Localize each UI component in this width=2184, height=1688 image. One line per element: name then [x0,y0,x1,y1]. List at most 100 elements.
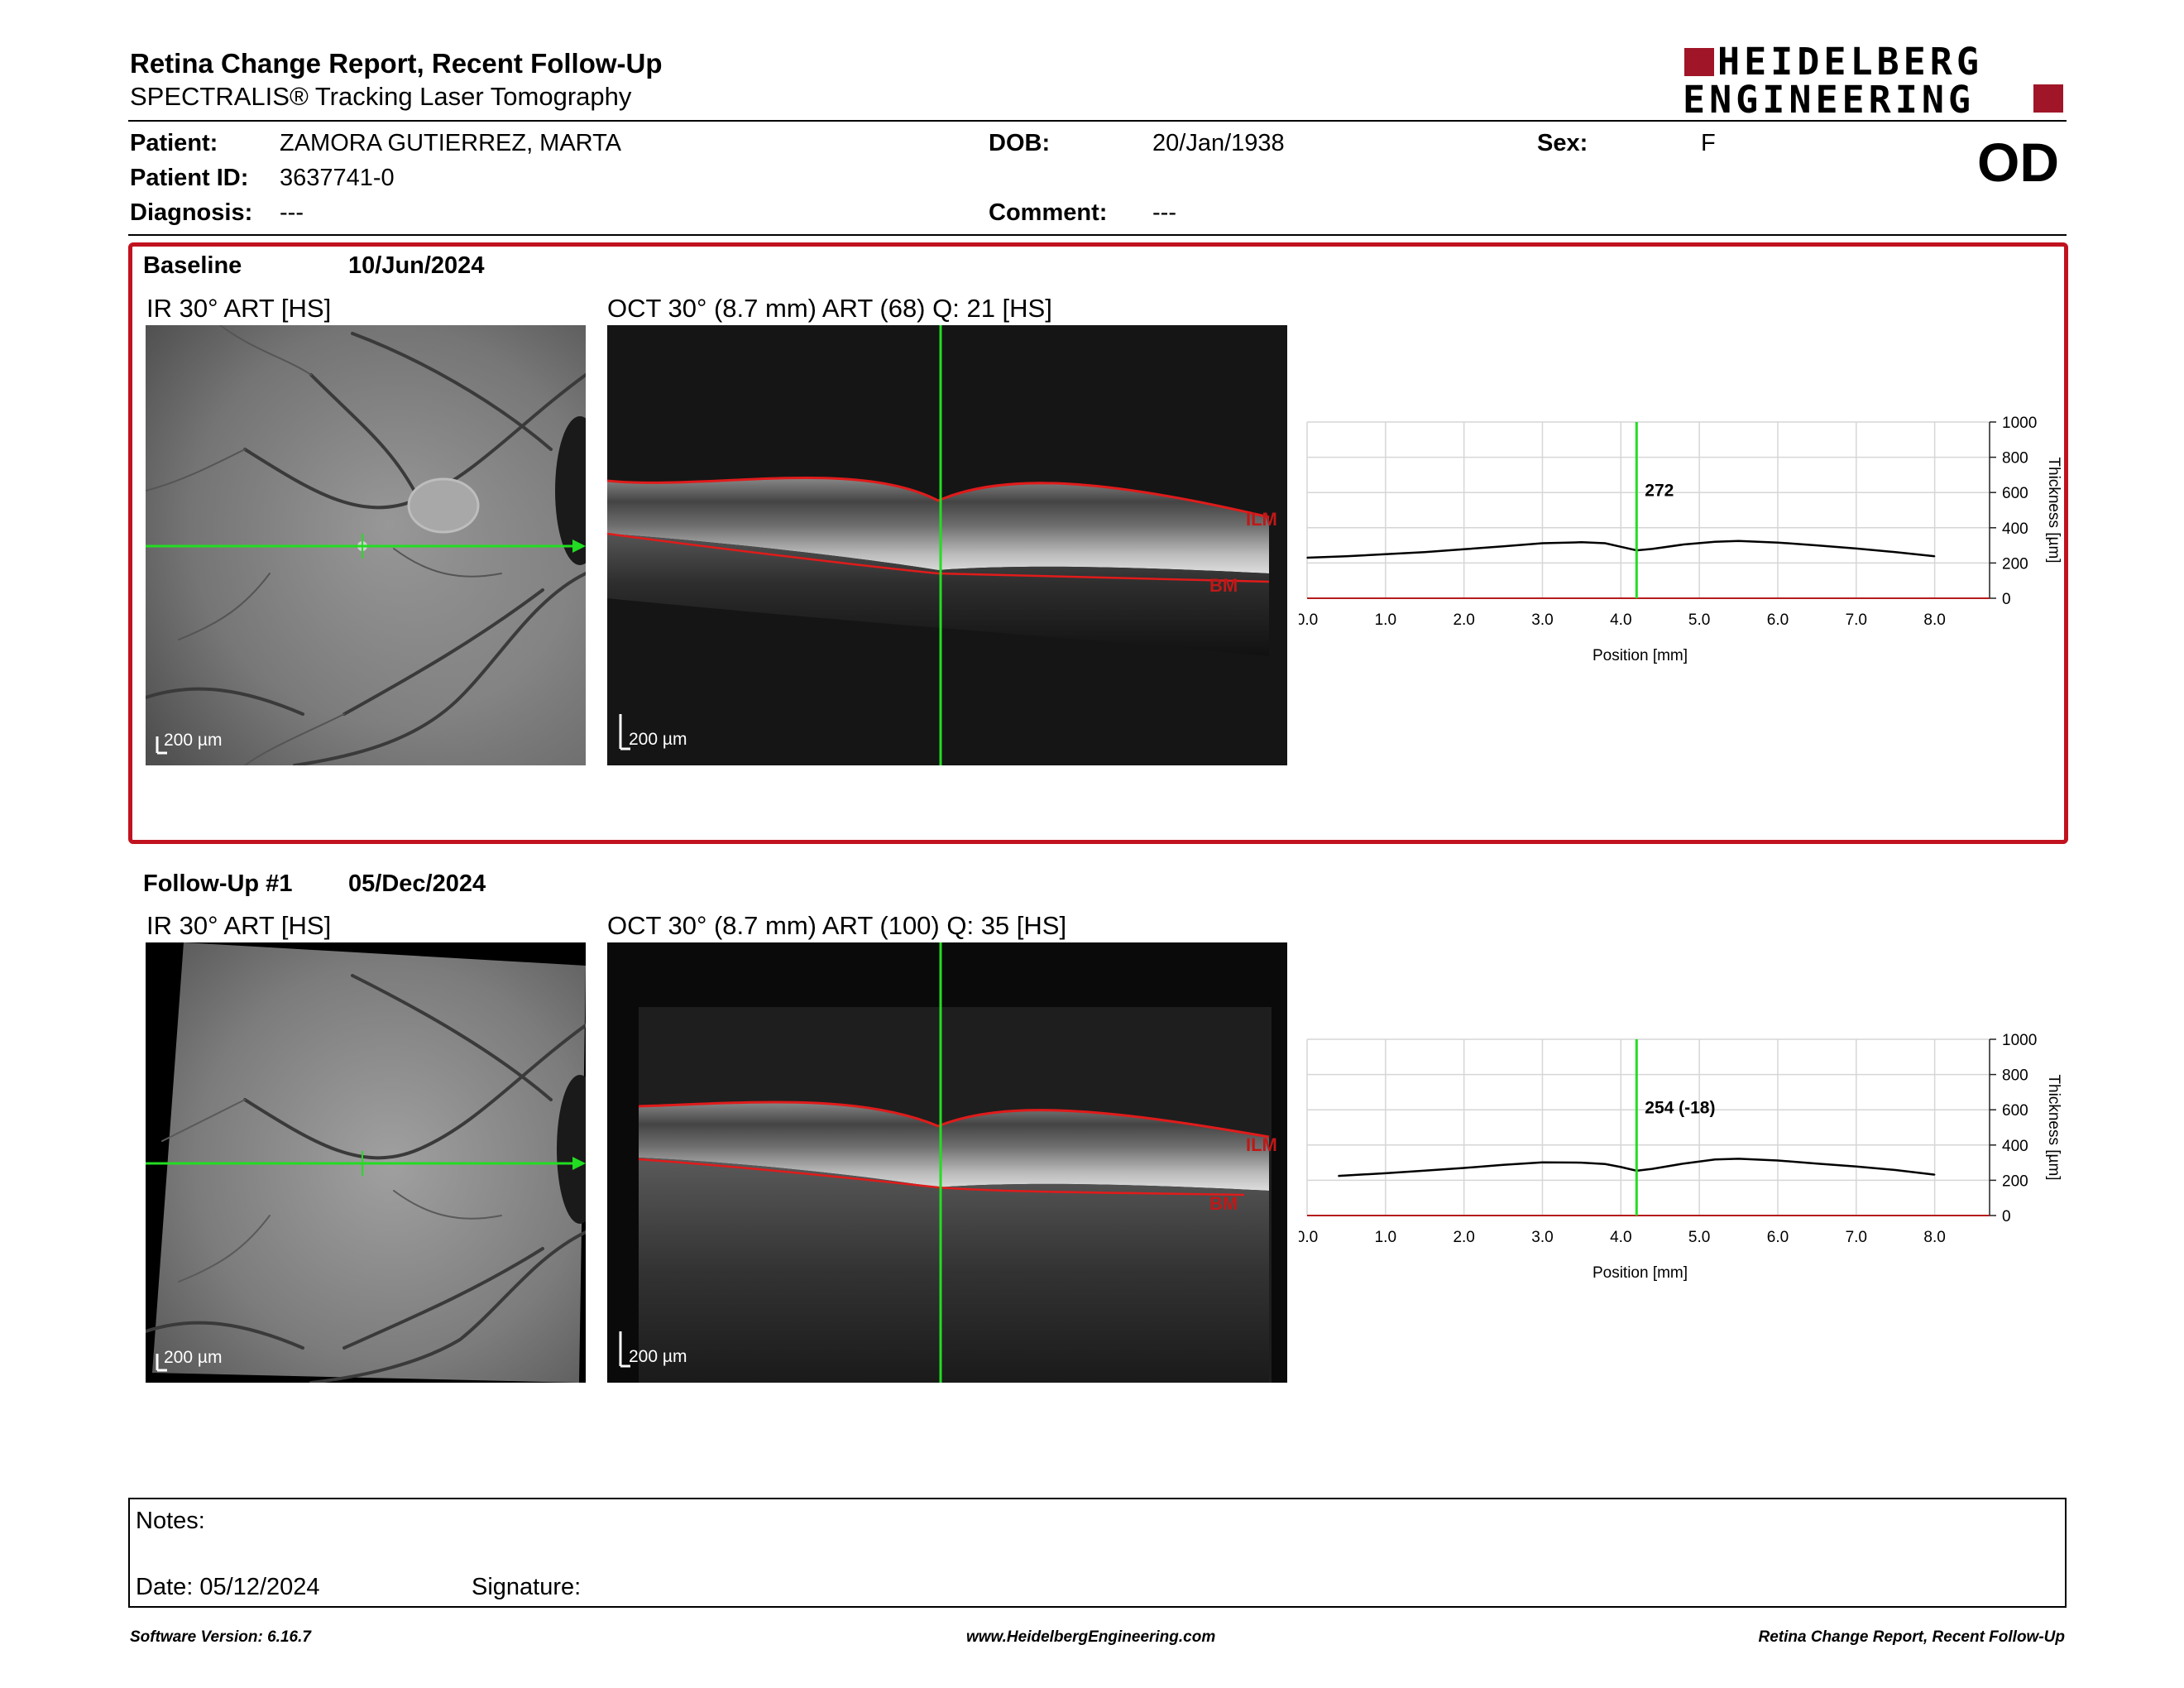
followup-oct-caption: OCT 30° (8.7 mm) ART (100) Q: 35 [HS] [607,911,1067,940]
diagnosis-value: --- [280,199,304,226]
footer-software-version: Software Version: 6.16.7 [130,1628,311,1646]
followup-oct-bscan-svg [607,942,1287,1383]
followup-ilm-label: ILM [1246,1134,1277,1155]
x-axis-label: Position [mm] [1592,647,1688,664]
thickness-point [1737,1158,1740,1160]
followup-thickness-chart: 0.0 1.0 2.0 3.0 4.0 5.0 6.0 7.0 8.0 0 200 400 600 800… [1299,1032,2062,1282]
thickness-point [1306,557,1308,559]
thickness-point [1620,546,1622,548]
notes-box[interactable]: Notes: Date: 05/12/2024 Signature: [128,1498,2067,1608]
patient-id-label: Patient ID: [130,165,249,191]
x-tick-label: 3.0 [1531,611,1553,629]
chart-grid [1306,1038,1990,1216]
dob-label: DOB: [989,130,1051,156]
comment-label: Comment: [989,199,1108,226]
y-tick-label: 200 [2002,1172,2028,1190]
followup-oct-bscan-image[interactable]: 200 µm ILM BM [607,942,1287,1383]
thickness-point [1816,544,1818,546]
followup-oct-scale: 200 µm [629,1347,687,1366]
y-tick-label: 200 [2002,555,2028,573]
thickness-point [1424,1169,1425,1172]
thickness-point [1385,554,1387,555]
y-tick-label: 0 [2002,1208,2011,1225]
thickness-point [1777,541,1779,544]
cursor-thickness-label: 272 [1645,481,1674,500]
sex-value: F [1701,130,1716,156]
y-tick-label: 600 [2002,1102,2028,1120]
thickness-point [1933,1173,1936,1176]
thickness-point [1714,1158,1716,1161]
x-tick-label: 3.0 [1531,1229,1553,1246]
thickness-point [1581,541,1583,544]
x-tick-label: 0.0 [1299,611,1318,629]
x-tick-label: 4.0 [1610,611,1631,629]
x-tick-label: 8.0 [1923,1229,1945,1246]
diagnosis-label: Diagnosis: [130,199,253,226]
y-tick-label: 400 [2002,1138,2028,1155]
footer-website-link[interactable]: www.HeidelbergEngineering.com [966,1628,1216,1646]
thickness-series-line [1306,539,1935,559]
followup-ir-fundus-svg [146,942,586,1383]
cursor-thickness-label: 254 (-18) [1645,1098,1715,1117]
followup-ir-caption: IR 30° ART [HS] [146,911,332,940]
x-tick-label: 4.0 [1610,1229,1631,1246]
footer-report-name: Retina Change Report, Recent Follow-Up [1758,1628,2065,1646]
report-title: Retina Change Report, Recent Follow-Up [130,48,663,79]
baseline-name: Baseline [143,252,242,279]
thickness-point [1737,540,1740,542]
logo-text-top: HEIDELBERG [1717,40,1983,84]
thickness-point [1683,544,1684,545]
baseline-highlight-frame [128,242,2068,844]
y-axis-label: Thickness [µm] [2045,457,2062,563]
thickness-point [1894,1169,1896,1171]
y-tick-label: 800 [2002,450,2028,468]
patient-name-value: ZAMORA GUTIERREZ, MARTA [280,130,622,156]
x-tick-label: 2.0 [1453,611,1474,629]
thickness-point [1816,1163,1818,1164]
baseline-oct-scale: 200 µm [629,730,687,749]
x-tick-label: 1.0 [1375,611,1396,629]
header-rule [128,120,2067,122]
y-tick-label: 600 [2002,485,2028,502]
baseline-ir-fundus-svg [146,325,586,765]
thickness-point [1424,551,1425,553]
thickness-point [1777,1159,1779,1162]
x-tick-label: 5.0 [1688,611,1710,629]
baseline-oct-bscan-svg [607,325,1287,765]
thickness-point [1651,1168,1653,1170]
date-label: Date: 05/12/2024 [136,1574,320,1600]
baseline-ir-fundus-image[interactable]: 200 µm [146,325,586,765]
thickness-point [1541,1161,1544,1163]
y-tick-label: 800 [2002,1067,2028,1085]
followup-date: 05/Dec/2024 [348,870,486,897]
y-axis-label: Thickness [µm] [2045,1074,2062,1180]
baseline-oct-caption: OCT 30° (8.7 mm) ART (68) Q: 21 [HS] [607,294,1052,323]
x-tick-label: 8.0 [1923,611,1945,629]
sex-label: Sex: [1537,130,1588,156]
baseline-bm-label: BM [1209,575,1238,596]
thickness-point [1856,1166,1857,1168]
signature-label: Signature: [472,1574,582,1600]
patient-rule [128,234,2067,236]
thickness-point [1502,1163,1504,1166]
x-tick-label: 6.0 [1767,1229,1789,1246]
x-tick-label: 6.0 [1767,611,1789,629]
followup-ir-fundus-image[interactable]: 200 µm [146,942,586,1383]
x-tick-label: 7.0 [1846,1229,1867,1246]
thickness-point [1604,542,1607,544]
comment-value: --- [1152,199,1176,226]
thickness-point [1502,545,1504,547]
x-tick-label: 1.0 [1375,1229,1396,1246]
eye-indicator: OD [1977,132,2059,193]
thickness-point [1620,1166,1622,1168]
logo-square-top [1684,48,1714,76]
thickness-point [1581,1162,1583,1163]
thickness-point [1463,1167,1465,1169]
thickness-point [1541,542,1544,544]
baseline-oct-bscan-image[interactable]: 200 µm ILM BM [607,325,1287,765]
thickness-point [1714,541,1716,543]
baseline-ir-scale: 200 µm [164,731,223,750]
thickness-point [1651,548,1653,550]
x-tick-label: 7.0 [1846,611,1867,629]
y-tick-label: 400 [2002,520,2028,538]
